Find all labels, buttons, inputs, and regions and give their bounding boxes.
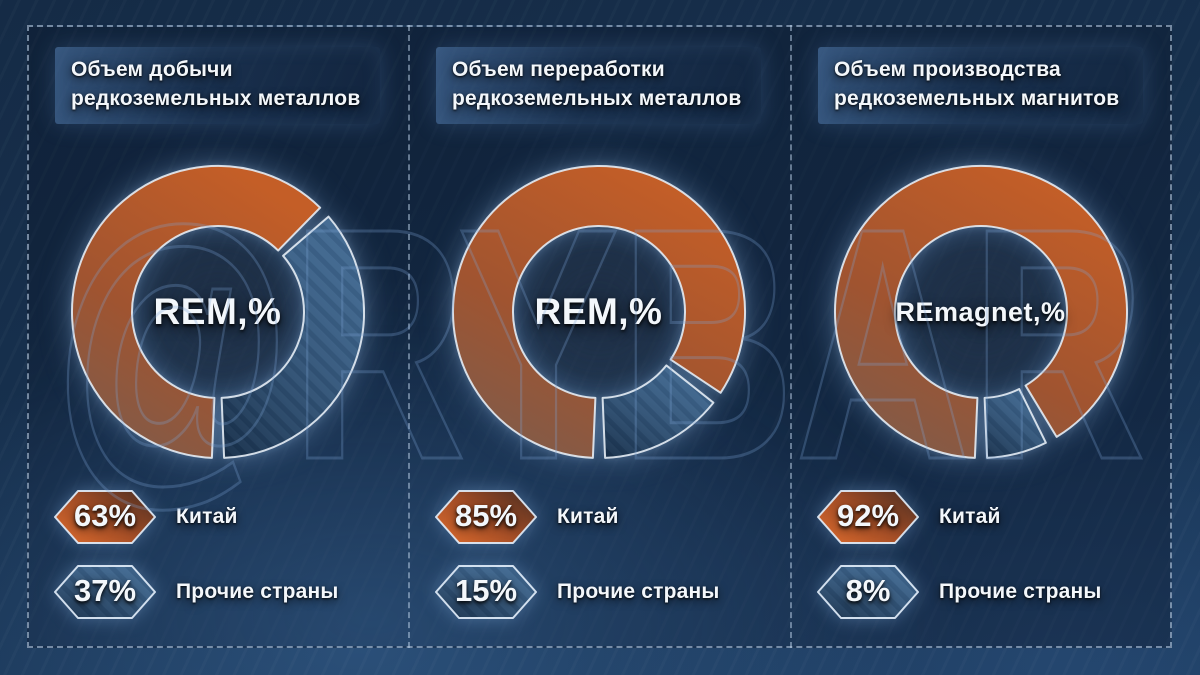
legend: 92% Китай 8% Прочие страны bbox=[816, 488, 1151, 638]
percent-badge-hexagon: 63% bbox=[53, 488, 157, 546]
panel-magnets: Объем производства редкоземельных магнит… bbox=[790, 25, 1171, 648]
legend-label: Прочие страны bbox=[176, 580, 339, 603]
legend-label: Прочие страны bbox=[557, 580, 720, 603]
percent-value: 63% bbox=[73, 498, 137, 533]
legend-row-china: 63% Китай bbox=[53, 488, 388, 546]
panel-title-box: Объем переработки редкоземельных металло… bbox=[436, 47, 761, 124]
legend: 85% Китай 15% Прочие страны bbox=[434, 488, 769, 638]
panel-processing: Объем переработки редкоземельных металло… bbox=[408, 25, 789, 648]
panel-mining: Объем добычи редкоземельных металлов REM… bbox=[27, 25, 408, 648]
legend-row-others: 15% Прочие страны bbox=[434, 563, 769, 621]
donut-wrap: REM,% bbox=[63, 157, 373, 467]
legend-label: Прочие страны bbox=[939, 580, 1102, 603]
panel-title-box: Объем производства редкоземельных магнит… bbox=[818, 47, 1143, 124]
percent-value: 15% bbox=[454, 573, 518, 608]
legend-row-china: 85% Китай bbox=[434, 488, 769, 546]
percent-badge-hexagon: 15% bbox=[434, 563, 538, 621]
legend-row-others: 8% Прочие страны bbox=[816, 563, 1151, 621]
donut-chart-mining bbox=[63, 157, 373, 467]
percent-value: 8% bbox=[845, 573, 891, 608]
percent-badge-hexagon: 37% bbox=[53, 563, 157, 621]
percent-badge-hexagon: 8% bbox=[816, 563, 920, 621]
percent-value: 37% bbox=[73, 573, 137, 608]
legend-row-others: 37% Прочие страны bbox=[53, 563, 388, 621]
legend: 63% Китай 37% Прочие страны bbox=[53, 488, 388, 638]
legend-label: Китай bbox=[557, 505, 619, 528]
donut-chart-magnets bbox=[826, 157, 1136, 467]
legend-label: Китай bbox=[176, 505, 238, 528]
legend-row-china: 92% Китай bbox=[816, 488, 1151, 546]
panel-title-line1: Объем добычи bbox=[71, 58, 233, 81]
panel-title-box: Объем добычи редкоземельных металлов bbox=[55, 47, 380, 124]
donut-wrap: REmagnet,% bbox=[826, 157, 1136, 467]
percent-badge-hexagon: 92% bbox=[816, 488, 920, 546]
panel-title-line2: редкоземельных магнитов bbox=[834, 86, 1120, 110]
donut-chart-processing bbox=[444, 157, 754, 467]
panel-title-line1: Объем переработки bbox=[452, 58, 665, 81]
panel-title-line1: Объем производства bbox=[834, 58, 1061, 81]
percent-badge-hexagon: 85% bbox=[434, 488, 538, 546]
panel-separator-1 bbox=[408, 25, 410, 648]
panel-separator-2 bbox=[790, 25, 792, 648]
panel-title-line2: редкоземельных металлов bbox=[452, 86, 742, 110]
percent-value: 92% bbox=[836, 498, 900, 533]
percent-value: 85% bbox=[454, 498, 518, 533]
legend-label: Китай bbox=[939, 505, 1001, 528]
panel-title-line2: редкоземельных металлов bbox=[71, 86, 361, 110]
donut-wrap: REM,% bbox=[444, 157, 754, 467]
